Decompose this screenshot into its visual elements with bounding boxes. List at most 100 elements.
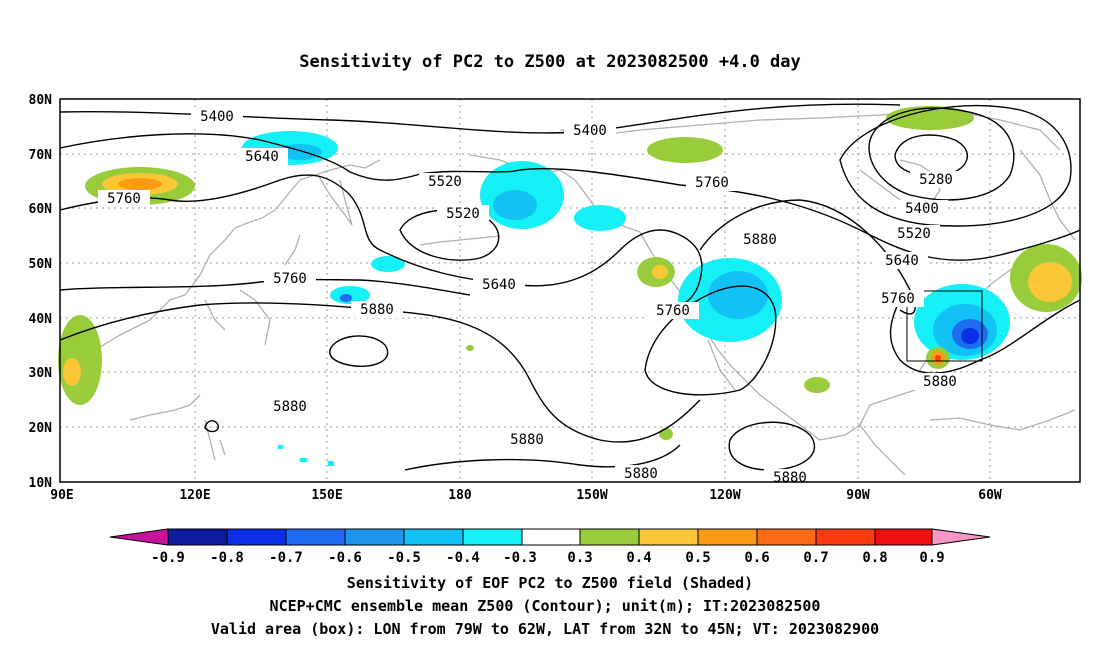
contour-5880-atl: [889, 299, 1081, 374]
coast-south-china: [129, 394, 201, 421]
shade-pos-arctic-2: [886, 106, 974, 130]
lat-label: 40N: [29, 312, 53, 327]
contour-label: 5760: [264, 270, 316, 287]
coast-central-america: [859, 424, 906, 476]
contour-label-layer: 5400 5400 5640 5520 5520 5760 5760 5880 …: [98, 108, 966, 486]
svg-text:5640: 5640: [885, 253, 919, 269]
valid-area-box: [906, 290, 983, 362]
contour-label: 5760: [98, 190, 150, 207]
svg-text:5880: 5880: [923, 374, 957, 390]
svg-text:5880: 5880: [510, 432, 544, 448]
shade-pos-gulf: [804, 377, 830, 393]
gridlines: [60, 99, 1080, 482]
contour-5520-loop: [399, 209, 500, 261]
shade-pos-china-west-core: [63, 358, 81, 386]
shade-neg-speck-3: [328, 461, 334, 466]
lon-label: 120E: [179, 488, 210, 503]
lat-label: 10N: [29, 476, 53, 491]
coast-korea-japan: [204, 234, 301, 346]
svg-text:5760: 5760: [107, 191, 141, 207]
contour-5880-south: [404, 444, 681, 471]
contour-5640-north: [59, 133, 1081, 261]
shade-neg-tropical: [466, 345, 474, 351]
colorbar-label: 0.7: [803, 550, 828, 566]
contour-label: 5880: [351, 301, 403, 318]
colorbar-cell: [403, 528, 464, 546]
caption-line-3: Valid area (box): LON from 79W to 62W, L…: [211, 620, 879, 638]
shade-neg-western-us-core: [708, 271, 768, 319]
svg-text:5640: 5640: [482, 277, 516, 293]
lon-label: 120W: [709, 488, 740, 503]
contour-label: 5880: [501, 431, 553, 448]
lon-label: 150E: [311, 488, 342, 503]
svg-text:5400: 5400: [905, 201, 939, 217]
lat-label: 20N: [29, 421, 53, 436]
contour-label: 5640: [876, 252, 928, 269]
svg-text:5880: 5880: [273, 399, 307, 415]
lon-label: 180: [448, 488, 472, 503]
lon-label: 60W: [978, 488, 1002, 503]
colorbar-label: 0.5: [685, 550, 710, 566]
colorbar-label: 0.8: [862, 550, 887, 566]
colorbar-cell: [931, 528, 991, 546]
shade-neg-gulf-alaska: [574, 205, 626, 231]
colorbar-cell: [109, 528, 169, 546]
colorbar-label: 0.3: [567, 550, 592, 566]
colorbar-cell: [521, 528, 581, 546]
contour-label: 5880: [615, 465, 667, 482]
contour-label: 5880: [914, 373, 966, 390]
colorbar-label: 0.9: [919, 550, 944, 566]
colorbar-cell: [579, 528, 640, 546]
colorbar-cell: [167, 528, 228, 546]
shade-neg-japan-east-core: [340, 294, 352, 302]
coast-kamchatka: [317, 174, 353, 226]
contour-5880-sub: [59, 302, 701, 443]
svg-text:5880: 5880: [360, 302, 394, 318]
contour-5520-trough: [839, 104, 1072, 227]
caption: Sensitivity of EOF PC2 to Z500 field (Sh…: [211, 574, 879, 638]
shade-neg-speck-2: [300, 458, 307, 462]
colorbar-cell: [285, 528, 346, 546]
contour-label: 5400: [896, 200, 948, 217]
svg-text:5520: 5520: [446, 206, 480, 222]
coast-gulf-mexico: [819, 389, 916, 441]
coast-baja: [707, 339, 736, 391]
contour-label: 5640: [236, 148, 288, 165]
colorbar-label: -0.3: [503, 550, 537, 566]
coast-arctic: [559, 109, 1061, 151]
lat-label: 60N: [29, 202, 53, 217]
contour-5880-tiny: [204, 420, 219, 433]
contour-label: 5880: [264, 398, 316, 415]
coast-east-asia: [94, 159, 381, 351]
colorbar-cell: [756, 528, 817, 546]
svg-text:5280: 5280: [919, 172, 953, 188]
shade-pos-arctic-1: [647, 137, 723, 163]
colorbar-cell: [638, 528, 699, 546]
contour-5880-high1: [329, 335, 389, 367]
contour-label: 5760: [872, 290, 924, 307]
z500-contours: [59, 103, 1081, 471]
shade-neg-east-coast-core: [961, 328, 979, 344]
shade-neg-speck-1: [278, 445, 283, 449]
contour-5760-asia: [59, 174, 703, 311]
svg-text:5760: 5760: [695, 175, 729, 191]
map-panel: 5400 5400 5640 5520 5520 5760 5760 5880 …: [58, 98, 1082, 486]
contour-label: 5880: [764, 469, 816, 486]
lon-label: 90W: [846, 488, 870, 503]
lon-label: 150W: [576, 488, 607, 503]
contour-label: 5520: [888, 225, 940, 242]
svg-text:5880: 5880: [773, 470, 807, 486]
colorbar-label: -0.8: [210, 550, 244, 566]
shade-neg-nw-pacific: [371, 256, 405, 272]
colorbar-cell: [462, 528, 523, 546]
shade-pos-asia-inner: [118, 178, 162, 190]
figure-title: Sensitivity of PC2 to Z500 at 2023082500…: [299, 52, 801, 72]
lat-label: 50N: [29, 257, 53, 272]
lon-axis: 90E 120E 150E 180 150W 120W 90W 60W: [50, 488, 1002, 503]
svg-text:5880: 5880: [624, 466, 658, 482]
contour-label: 5400: [564, 122, 616, 139]
contour-label: 5880: [734, 231, 786, 248]
svg-text:5520: 5520: [897, 226, 931, 242]
lat-label: 80N: [29, 93, 53, 108]
